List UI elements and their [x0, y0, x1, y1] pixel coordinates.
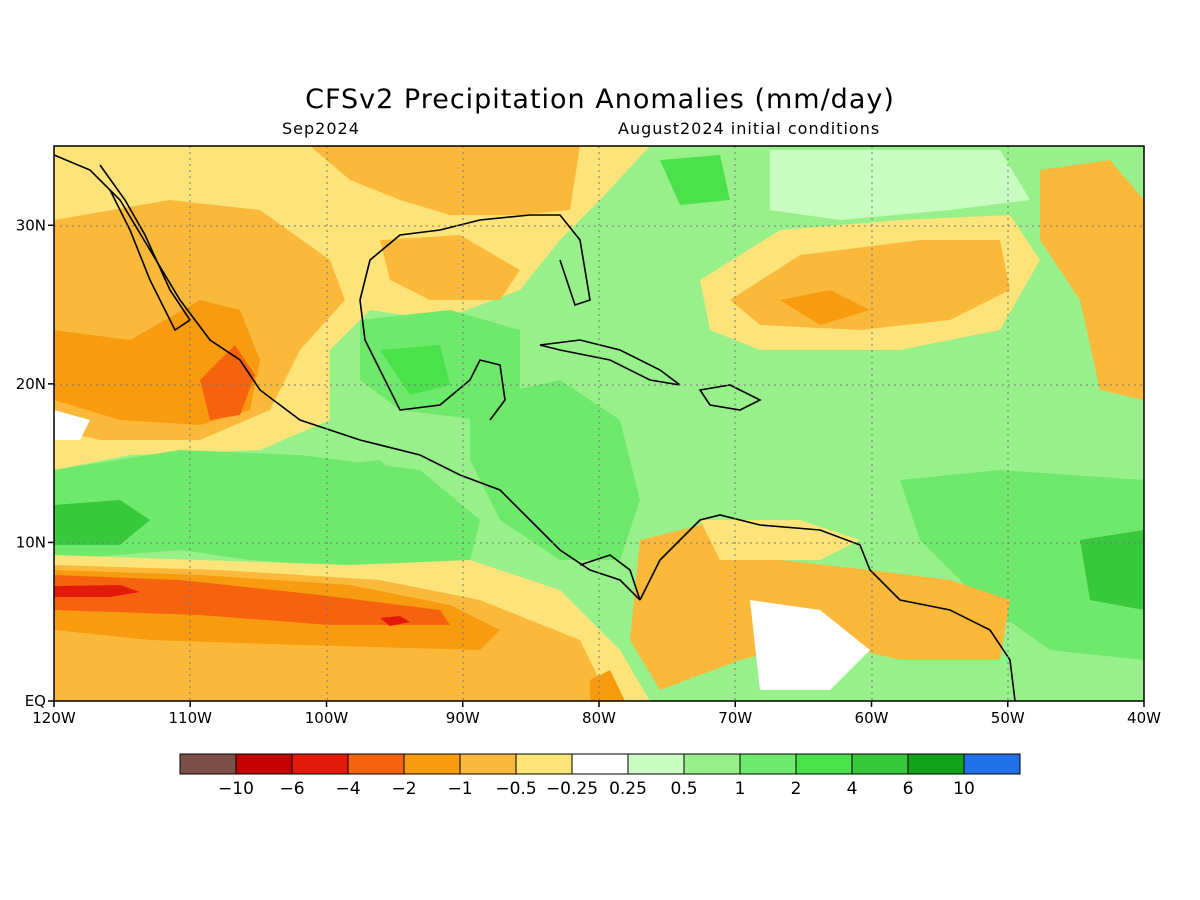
white-pacific-west [54, 410, 90, 440]
wet-pacific-strong [54, 500, 150, 545]
wet-east-atlantic [900, 470, 1144, 660]
colorbar-label: 6 [903, 779, 914, 799]
colorbar-label: 10 [953, 779, 975, 799]
lon-tick-label: 40W [1127, 709, 1161, 727]
colorbar-swatch [347, 753, 405, 775]
longitude-axis: 120W 110W 100W 90W 80W 70W 60W 50W 40W [32, 701, 1161, 727]
dry-south-america [630, 520, 1010, 690]
colorbar-label: 1 [735, 779, 746, 799]
lat-tick-label: EQ [25, 692, 46, 710]
dry-itcz-extreme-west [54, 585, 140, 597]
white-south-america [750, 600, 870, 690]
colorbar-swatch [235, 753, 293, 775]
colorbar-swatch [403, 753, 461, 775]
colorbar-swatch [739, 753, 797, 775]
coast-hispaniola [698, 384, 762, 411]
coast-south-america [639, 514, 1016, 701]
colorbar-swatch [907, 753, 965, 775]
wet-caribbean [470, 380, 640, 560]
colorbar-label: 2 [791, 779, 802, 799]
colorbar-swatch [851, 753, 909, 775]
colorbar-label: −1 [447, 779, 472, 799]
initial-conditions-label: August2024 initial conditions [618, 119, 881, 138]
latitude-axis: 30N 20N 10N EQ [16, 216, 54, 710]
colorbar-label: 0.25 [609, 779, 647, 799]
lon-tick-label: 120W [32, 709, 76, 727]
dry-gulf [380, 235, 520, 300]
wet-yucatan [380, 345, 450, 395]
wet-central-pacific [290, 460, 420, 550]
lon-tick-label: 70W [718, 709, 752, 727]
colorbar-label: −0.5 [495, 779, 536, 799]
wet-faint-atlantic [770, 150, 1030, 220]
lon-tick-label: 100W [305, 709, 349, 727]
lon-tick-label: 50W [991, 709, 1025, 727]
dry-atlantic-east [1040, 160, 1144, 400]
colorbar-swatch [179, 753, 237, 775]
chart-title: CFSv2 Precipitation Anomalies (mm/day) [305, 84, 895, 115]
wet-atlantic-strong [660, 155, 730, 205]
dry-mexico-strong [200, 345, 255, 420]
coast-gulf [359, 214, 591, 307]
lon-tick-label: 80W [582, 709, 616, 727]
colorbar-swatch [963, 753, 1021, 775]
colorbar-swatch [459, 753, 517, 775]
lon-tick-label: 90W [446, 709, 480, 727]
coast-mexico-pacific [54, 154, 641, 601]
colorbar-swatch [795, 753, 853, 775]
colorbar-swatch [683, 753, 741, 775]
lon-tick-label: 60W [855, 709, 889, 727]
colorbar-swatch [515, 753, 573, 775]
dry-atlantic-core [780, 290, 870, 325]
lon-tick-label: 110W [169, 709, 213, 727]
colorbar-label: −4 [335, 779, 360, 799]
colorbar-swatch [291, 753, 349, 775]
lat-tick-label: 30N [16, 216, 46, 234]
colorbar: −10 −6 −4 −2 −1 −0.5 −0.25 0.25 0.5 1 2 4 6 10 [179, 753, 1021, 799]
coast-panama [579, 554, 641, 601]
dry-se-us [310, 146, 580, 215]
colorbar-swatch [571, 753, 629, 775]
colorbar-label: −6 [279, 779, 304, 799]
lat-tick-label: 10N [16, 533, 46, 551]
colorbar-label: −10 [218, 779, 254, 799]
lat-tick-label: 20N [16, 375, 46, 393]
gridlines [54, 146, 1144, 701]
wet-east-atlantic-strong [1080, 530, 1144, 610]
colorbar-label: 0.5 [670, 779, 697, 799]
colorbar-swatch [627, 753, 685, 775]
colorbar-label: −0.25 [546, 779, 598, 799]
coast-gulf-south [359, 299, 506, 421]
dry-itcz-extreme-east [380, 616, 410, 626]
colorbar-label: 4 [847, 779, 858, 799]
valid-month-label: Sep2024 [282, 119, 360, 138]
colorbar-label: −2 [391, 779, 416, 799]
dry-itcz-strong [54, 575, 450, 625]
anomaly-field [54, 146, 1144, 701]
